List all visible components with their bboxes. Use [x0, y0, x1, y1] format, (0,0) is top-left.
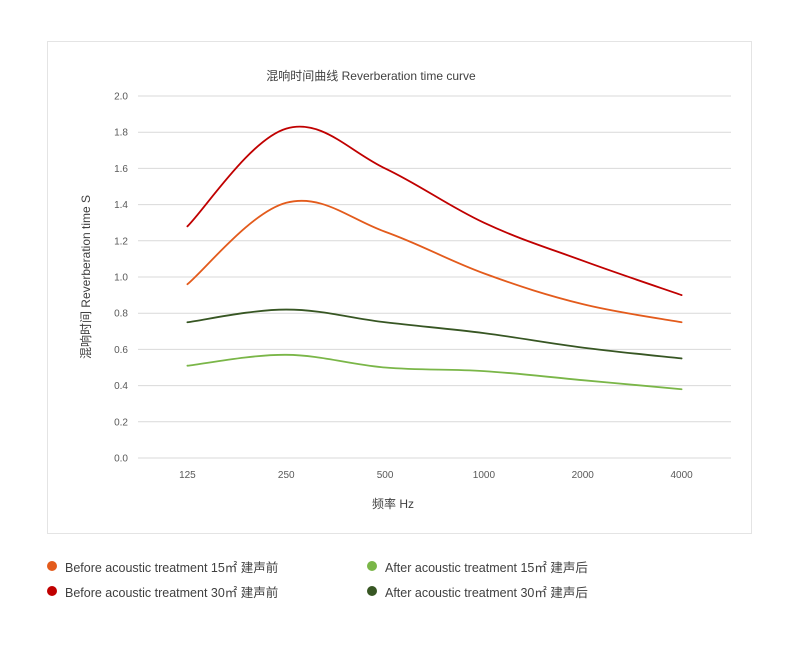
legend-label: After acoustic treatment 30㎡ 建声后	[385, 585, 588, 600]
y-tick-label: 0.2	[114, 417, 128, 428]
legend: Before acoustic treatment 15㎡ 建声前 After a…	[47, 556, 747, 616]
x-tick-label: 500	[377, 470, 394, 481]
x-axis-title: 频率 Hz	[372, 496, 414, 511]
legend-marker	[367, 586, 377, 596]
series-line-4	[186, 308, 683, 360]
x-tick-label: 4000	[670, 470, 693, 481]
y-tick-label: 0.8	[114, 309, 128, 320]
y-tick-label: 1.8	[114, 128, 128, 139]
y-tick-label: 1.6	[114, 164, 128, 175]
legend-marker	[47, 561, 57, 571]
chart-frame: 0.0 0.2 0.4 0.6 0.8 1.0 1.2 1.4 1.6 1.8 2.0 125 250…	[47, 41, 752, 534]
y-tick-labels: 0.0 0.2 0.4 0.6 0.8 1.0 1.2 1.4 1.6 1.8 2.0	[114, 92, 128, 465]
y-tick-label: 1.4	[114, 200, 128, 211]
chart-title: 混响时间曲线 Reverberation time curve	[266, 68, 476, 83]
legend-label: After acoustic treatment 15㎡ 建声后	[385, 560, 588, 575]
y-tick-label: 0.0	[114, 454, 128, 465]
series-line-2	[186, 353, 683, 391]
y-tick-label: 0.4	[114, 381, 128, 392]
legend-item: Before acoustic treatment 15㎡ 建声前	[47, 556, 278, 576]
legend-marker	[367, 561, 377, 571]
legend-label: Before acoustic treatment 15㎡ 建声前	[65, 560, 279, 575]
x-tick-label: 125	[179, 470, 196, 481]
y-tick-label: 1.2	[114, 236, 128, 247]
x-tick-labels: 125 250 500 1000 2000 4000	[179, 470, 693, 481]
legend-item: After acoustic treatment 30㎡ 建声后	[367, 581, 588, 601]
x-tick-label: 250	[278, 470, 295, 481]
y-tick-label: 0.6	[114, 345, 128, 356]
y-tick-label: 2.0	[114, 92, 128, 103]
series-line-3	[186, 125, 683, 296]
legend-item: After acoustic treatment 15㎡ 建声后	[367, 556, 588, 576]
y-axis-title: 混响时间 Reverberation time S	[78, 195, 93, 359]
grid-lines	[138, 95, 731, 459]
legend-marker	[47, 586, 57, 596]
series-lines	[186, 125, 683, 391]
x-tick-label: 2000	[572, 470, 595, 481]
series-line-1	[186, 199, 683, 324]
y-tick-label: 1.0	[114, 273, 128, 284]
legend-item: Before acoustic treatment 30㎡ 建声前	[47, 581, 278, 601]
legend-label: Before acoustic treatment 30㎡ 建声前	[65, 585, 279, 600]
x-tick-label: 1000	[473, 470, 496, 481]
line-chart: 0.0 0.2 0.4 0.6 0.8 1.0 1.2 1.4 1.6 1.8 2.0 125 250…	[78, 68, 731, 511]
